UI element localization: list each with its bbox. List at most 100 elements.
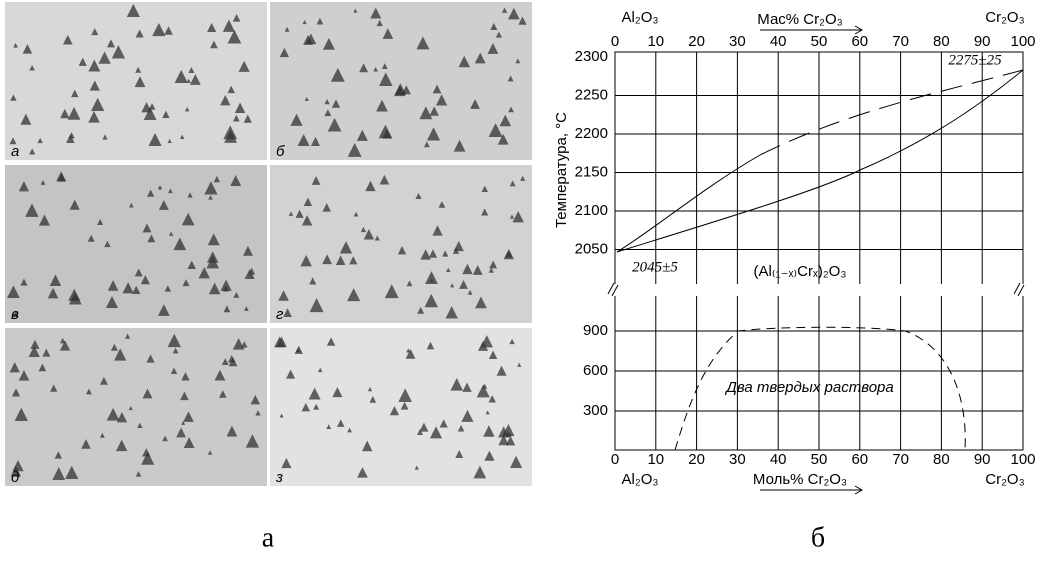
particle	[187, 192, 193, 198]
particle	[198, 267, 210, 279]
particle	[248, 267, 256, 275]
particle	[232, 13, 241, 22]
particle	[398, 388, 412, 403]
particle	[152, 22, 166, 37]
particle	[450, 283, 455, 288]
particle	[114, 348, 127, 361]
particle	[360, 226, 367, 233]
particle	[52, 467, 66, 481]
particle	[301, 402, 311, 412]
particle	[40, 180, 46, 185]
particle	[322, 254, 333, 265]
photo-letter: б	[276, 143, 285, 160]
y-tick-label: 2250	[575, 86, 608, 103]
particle	[489, 260, 498, 269]
particle	[164, 26, 173, 35]
particle	[140, 275, 150, 285]
particle	[397, 246, 407, 255]
particle	[309, 298, 324, 313]
particle	[497, 133, 509, 145]
particle	[62, 34, 73, 45]
top-tick-label: 40	[770, 33, 787, 50]
particle	[316, 17, 324, 25]
particle	[288, 211, 294, 216]
particle	[167, 138, 172, 144]
particle	[520, 175, 526, 181]
particle	[425, 271, 438, 285]
photo	[270, 2, 532, 160]
particle	[429, 278, 434, 283]
particle	[99, 376, 108, 385]
break-mark	[607, 282, 1025, 297]
particle	[67, 106, 81, 120]
particle	[518, 16, 527, 25]
particle	[134, 76, 146, 88]
particle	[88, 111, 100, 123]
photo	[5, 328, 267, 486]
particle	[279, 47, 290, 58]
particle	[297, 134, 310, 147]
particle	[146, 354, 155, 363]
particle	[232, 114, 240, 122]
arrow	[760, 485, 864, 495]
top-tick-label: 10	[647, 33, 664, 50]
particle	[10, 465, 22, 477]
top-tick-label: 80	[933, 33, 950, 50]
particle	[453, 241, 464, 252]
particle	[485, 410, 490, 415]
y-tick-label: 2100	[575, 202, 608, 219]
particle	[317, 367, 323, 373]
particle	[301, 215, 313, 226]
particle	[49, 274, 62, 287]
particle	[326, 424, 332, 430]
axis-title: Мас% Cr₂O₃	[757, 11, 842, 28]
particle	[389, 406, 400, 416]
particle	[423, 141, 430, 148]
particle	[359, 63, 369, 73]
particle	[370, 7, 382, 19]
y-tick-label: 300	[583, 402, 608, 419]
particle	[335, 255, 346, 265]
particle	[495, 31, 502, 38]
photo-letter: в	[11, 306, 19, 323]
particle	[59, 340, 71, 351]
particle	[426, 127, 441, 141]
particle	[9, 362, 20, 373]
particle	[311, 176, 321, 185]
particle	[181, 212, 195, 226]
particle	[135, 66, 142, 73]
particle	[508, 7, 520, 20]
particle	[104, 240, 111, 248]
particle	[220, 95, 231, 106]
particle	[445, 306, 458, 319]
photo-letter: з	[275, 469, 283, 486]
particle	[78, 57, 87, 66]
particle	[382, 28, 394, 39]
particle	[507, 75, 514, 82]
liquidus	[616, 154, 761, 253]
y-tick-label: 2150	[575, 163, 608, 180]
particle	[332, 387, 343, 398]
particle	[517, 362, 522, 367]
particle	[180, 391, 189, 401]
bottom-tick-label: 0	[611, 451, 619, 468]
particle	[142, 223, 152, 233]
particle	[429, 426, 443, 439]
particle	[56, 171, 66, 182]
particle	[11, 388, 21, 397]
particle	[501, 7, 508, 13]
particle	[417, 429, 424, 436]
particle	[147, 189, 155, 197]
particle	[158, 200, 169, 210]
bottom-tick-label: 40	[770, 451, 787, 468]
particle	[162, 110, 170, 119]
particle	[206, 255, 219, 269]
solvus	[674, 326, 966, 451]
particle	[250, 394, 261, 405]
particle	[129, 202, 134, 208]
particle	[384, 284, 399, 299]
particle	[379, 174, 390, 185]
particle	[509, 455, 523, 468]
particle	[183, 437, 195, 448]
particle	[401, 85, 411, 95]
